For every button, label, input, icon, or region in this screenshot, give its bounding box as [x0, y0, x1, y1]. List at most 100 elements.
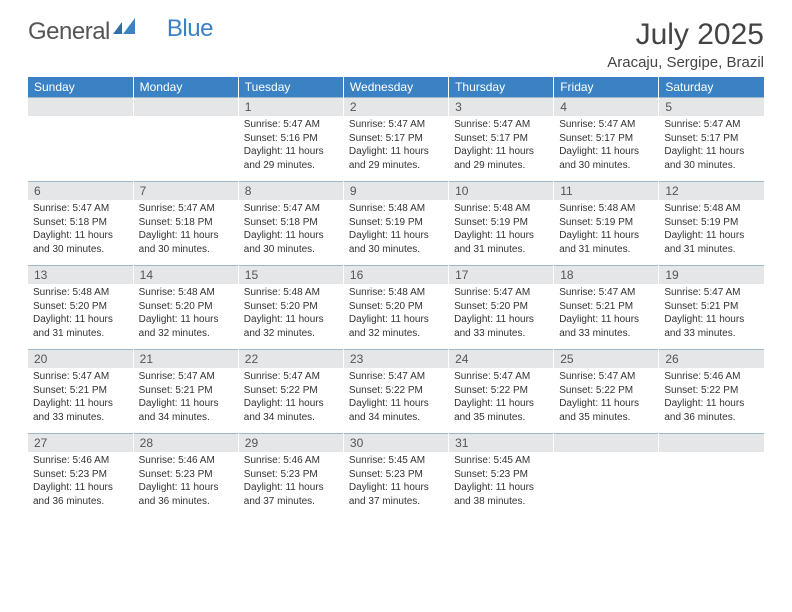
- daylight-line: Daylight: 11 hours and 31 minutes.: [454, 229, 548, 256]
- day-number: 20: [28, 349, 133, 368]
- sunrise-line: Sunrise: 5:47 AM: [244, 370, 338, 384]
- sunset-line: Sunset: 5:22 PM: [664, 384, 759, 398]
- day-number: 28: [134, 433, 238, 452]
- day-number: 4: [554, 97, 658, 116]
- dayhead-sunday: Sunday: [28, 77, 133, 97]
- title-block: July 2025 Aracaju, Sergipe, Brazil: [607, 18, 764, 71]
- day-cell-2: 2Sunrise: 5:47 AMSunset: 5:17 PMDaylight…: [343, 97, 448, 181]
- sunrise-line: Sunrise: 5:47 AM: [349, 118, 443, 132]
- day-body: [554, 452, 658, 512]
- day-body: Sunrise: 5:46 AMSunset: 5:23 PMDaylight:…: [239, 452, 343, 512]
- day-body: Sunrise: 5:48 AMSunset: 5:19 PMDaylight:…: [659, 200, 764, 260]
- week-row: 1Sunrise: 5:47 AMSunset: 5:16 PMDaylight…: [28, 97, 764, 181]
- day-number: 17: [449, 265, 553, 284]
- day-body: Sunrise: 5:47 AMSunset: 5:21 PMDaylight:…: [554, 284, 658, 344]
- day-cell-4: 4Sunrise: 5:47 AMSunset: 5:17 PMDaylight…: [554, 97, 659, 181]
- day-cell-empty: [133, 97, 238, 181]
- sunrise-line: Sunrise: 5:47 AM: [454, 370, 548, 384]
- day-number: 6: [28, 181, 133, 200]
- day-cell-15: 15Sunrise: 5:48 AMSunset: 5:20 PMDayligh…: [238, 265, 343, 349]
- sunrise-line: Sunrise: 5:47 AM: [559, 286, 653, 300]
- day-body: Sunrise: 5:48 AMSunset: 5:20 PMDaylight:…: [239, 284, 343, 344]
- day-body: Sunrise: 5:47 AMSunset: 5:18 PMDaylight:…: [28, 200, 133, 260]
- day-body: Sunrise: 5:46 AMSunset: 5:22 PMDaylight:…: [659, 368, 764, 428]
- sunrise-line: Sunrise: 5:47 AM: [454, 286, 548, 300]
- daylight-line: Daylight: 11 hours and 38 minutes.: [454, 481, 548, 508]
- day-number: [134, 97, 238, 116]
- daylight-line: Daylight: 11 hours and 35 minutes.: [454, 397, 548, 424]
- day-body: Sunrise: 5:48 AMSunset: 5:20 PMDaylight:…: [28, 284, 133, 344]
- day-cell-16: 16Sunrise: 5:48 AMSunset: 5:20 PMDayligh…: [343, 265, 448, 349]
- brand-part1: General: [28, 18, 110, 46]
- daylight-line: Daylight: 11 hours and 35 minutes.: [559, 397, 653, 424]
- day-number: [28, 97, 133, 116]
- dayhead-wednesday: Wednesday: [343, 77, 448, 97]
- day-number: 12: [659, 181, 764, 200]
- sunrise-line: Sunrise: 5:47 AM: [33, 370, 128, 384]
- day-cell-empty: [659, 433, 764, 517]
- day-cell-10: 10Sunrise: 5:48 AMSunset: 5:19 PMDayligh…: [449, 181, 554, 265]
- day-body: Sunrise: 5:47 AMSunset: 5:20 PMDaylight:…: [449, 284, 553, 344]
- day-number: 29: [239, 433, 343, 452]
- day-cell-30: 30Sunrise: 5:45 AMSunset: 5:23 PMDayligh…: [343, 433, 448, 517]
- sunrise-line: Sunrise: 5:48 AM: [664, 202, 759, 216]
- week-row: 20Sunrise: 5:47 AMSunset: 5:21 PMDayligh…: [28, 349, 764, 433]
- day-body: Sunrise: 5:47 AMSunset: 5:22 PMDaylight:…: [554, 368, 658, 428]
- header: General Blue July 2025 Aracaju, Sergipe,…: [28, 18, 764, 71]
- day-cell-14: 14Sunrise: 5:48 AMSunset: 5:20 PMDayligh…: [133, 265, 238, 349]
- day-number: 18: [554, 265, 658, 284]
- sunset-line: Sunset: 5:23 PM: [349, 468, 443, 482]
- day-body: Sunrise: 5:47 AMSunset: 5:18 PMDaylight:…: [239, 200, 343, 260]
- day-cell-19: 19Sunrise: 5:47 AMSunset: 5:21 PMDayligh…: [659, 265, 764, 349]
- day-cell-12: 12Sunrise: 5:48 AMSunset: 5:19 PMDayligh…: [659, 181, 764, 265]
- sunrise-line: Sunrise: 5:47 AM: [139, 202, 233, 216]
- day-cell-25: 25Sunrise: 5:47 AMSunset: 5:22 PMDayligh…: [554, 349, 659, 433]
- day-cell-27: 27Sunrise: 5:46 AMSunset: 5:23 PMDayligh…: [28, 433, 133, 517]
- dayhead-thursday: Thursday: [449, 77, 554, 97]
- day-body: Sunrise: 5:46 AMSunset: 5:23 PMDaylight:…: [134, 452, 238, 512]
- sunset-line: Sunset: 5:17 PM: [559, 132, 653, 146]
- daylight-line: Daylight: 11 hours and 33 minutes.: [33, 397, 128, 424]
- sunset-line: Sunset: 5:23 PM: [244, 468, 338, 482]
- day-body: Sunrise: 5:47 AMSunset: 5:22 PMDaylight:…: [239, 368, 343, 428]
- day-body: Sunrise: 5:47 AMSunset: 5:21 PMDaylight:…: [28, 368, 133, 428]
- sunset-line: Sunset: 5:22 PM: [559, 384, 653, 398]
- dayhead-friday: Friday: [554, 77, 659, 97]
- daylight-line: Daylight: 11 hours and 30 minutes.: [244, 229, 338, 256]
- sunrise-line: Sunrise: 5:48 AM: [349, 202, 443, 216]
- daylight-line: Daylight: 11 hours and 30 minutes.: [559, 145, 653, 172]
- dayhead-tuesday: Tuesday: [238, 77, 343, 97]
- month-title: July 2025: [607, 18, 764, 52]
- sunset-line: Sunset: 5:19 PM: [664, 216, 759, 230]
- day-number: 24: [449, 349, 553, 368]
- calendar-page: General Blue July 2025 Aracaju, Sergipe,…: [0, 0, 792, 529]
- day-number: 9: [344, 181, 448, 200]
- daylight-line: Daylight: 11 hours and 31 minutes.: [33, 313, 128, 340]
- day-number: 14: [134, 265, 238, 284]
- day-number: 2: [344, 97, 448, 116]
- day-body: [134, 116, 238, 176]
- sunrise-line: Sunrise: 5:47 AM: [559, 370, 653, 384]
- day-body: Sunrise: 5:47 AMSunset: 5:21 PMDaylight:…: [134, 368, 238, 428]
- sunset-line: Sunset: 5:20 PM: [454, 300, 548, 314]
- day-number: 15: [239, 265, 343, 284]
- daylight-line: Daylight: 11 hours and 30 minutes.: [349, 229, 443, 256]
- sunset-line: Sunset: 5:19 PM: [454, 216, 548, 230]
- daylight-line: Daylight: 11 hours and 33 minutes.: [454, 313, 548, 340]
- day-cell-22: 22Sunrise: 5:47 AMSunset: 5:22 PMDayligh…: [238, 349, 343, 433]
- daylight-line: Daylight: 11 hours and 34 minutes.: [244, 397, 338, 424]
- day-cell-8: 8Sunrise: 5:47 AMSunset: 5:18 PMDaylight…: [238, 181, 343, 265]
- daylight-line: Daylight: 11 hours and 32 minutes.: [349, 313, 443, 340]
- daylight-line: Daylight: 11 hours and 29 minutes.: [244, 145, 338, 172]
- sunrise-line: Sunrise: 5:48 AM: [349, 286, 443, 300]
- day-body: Sunrise: 5:48 AMSunset: 5:19 PMDaylight:…: [449, 200, 553, 260]
- day-number: 16: [344, 265, 448, 284]
- daylight-line: Daylight: 11 hours and 29 minutes.: [454, 145, 548, 172]
- day-cell-20: 20Sunrise: 5:47 AMSunset: 5:21 PMDayligh…: [28, 349, 133, 433]
- day-cell-11: 11Sunrise: 5:48 AMSunset: 5:19 PMDayligh…: [554, 181, 659, 265]
- daylight-line: Daylight: 11 hours and 34 minutes.: [349, 397, 443, 424]
- sunrise-line: Sunrise: 5:48 AM: [454, 202, 548, 216]
- sunset-line: Sunset: 5:18 PM: [244, 216, 338, 230]
- calendar-table: SundayMondayTuesdayWednesdayThursdayFrid…: [28, 77, 764, 517]
- day-number: [659, 433, 764, 452]
